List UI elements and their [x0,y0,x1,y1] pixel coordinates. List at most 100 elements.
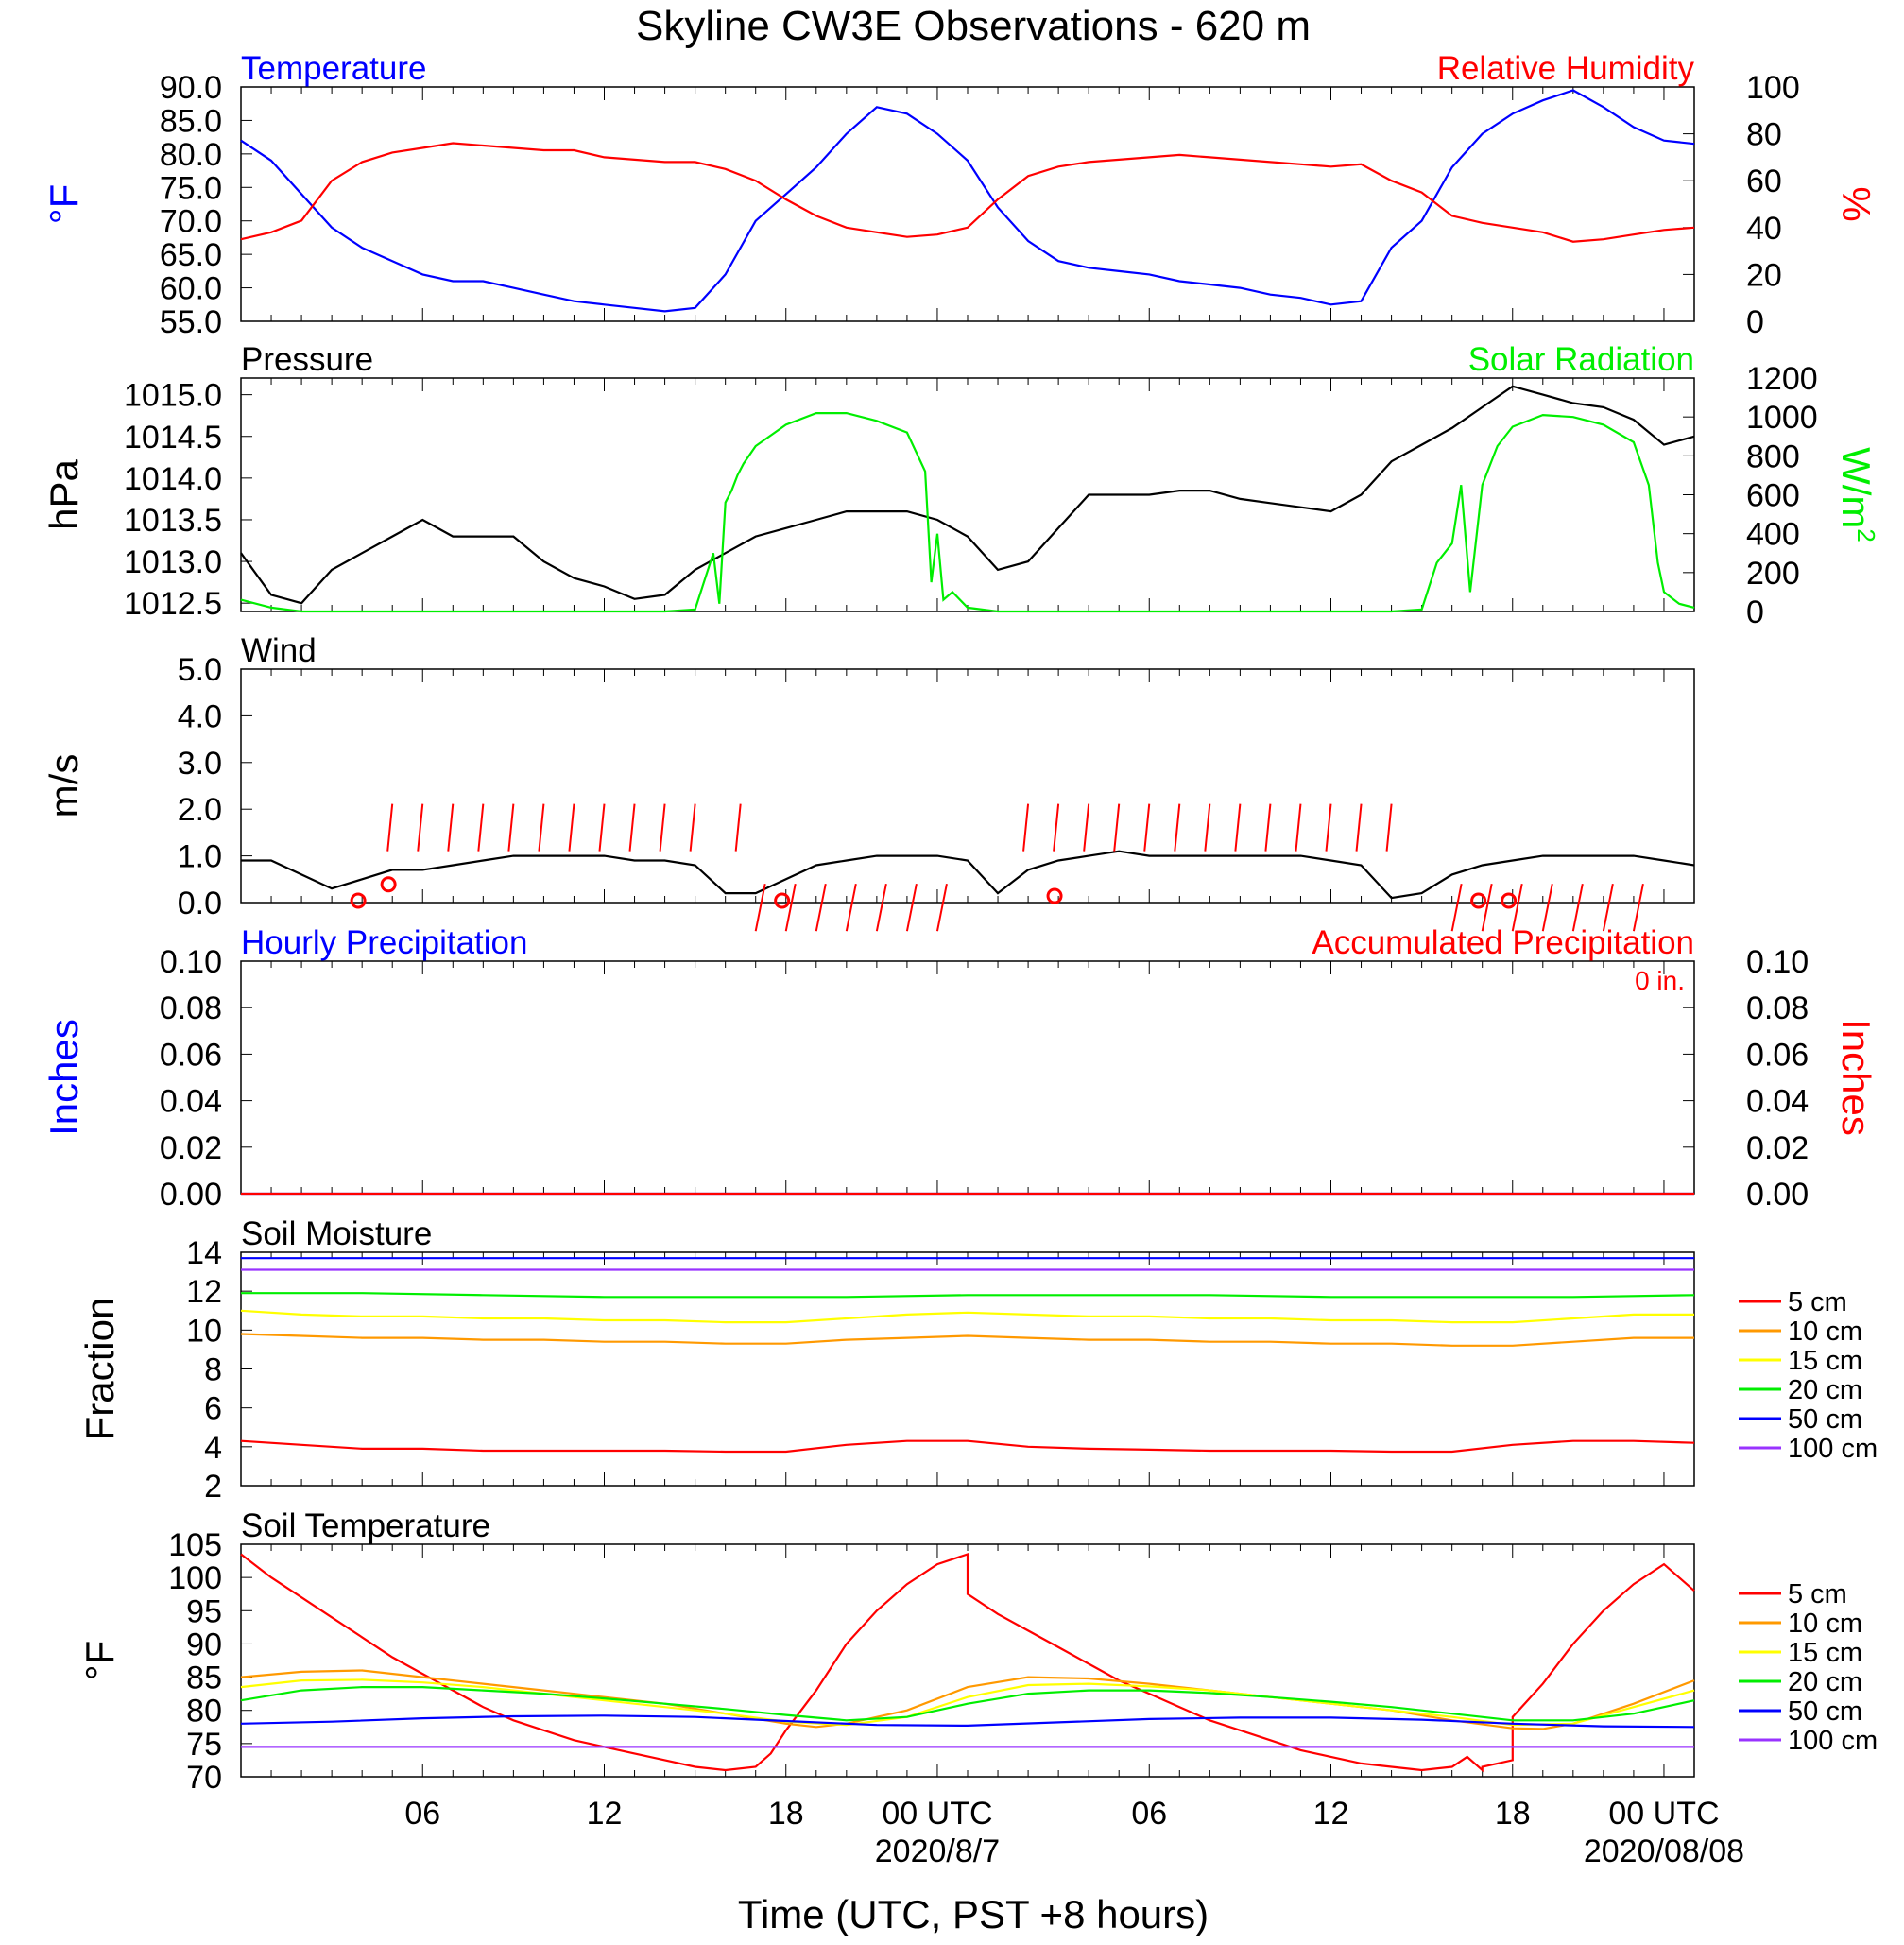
y-tick-label: 3.0 [178,746,222,782]
y-tick-label: 0.02 [160,1130,222,1166]
panel-title-left: Pressure [241,341,373,378]
y-tick-label: 95 [186,1593,222,1629]
calm-marker [350,892,367,909]
y-tick-label: 8 [204,1352,222,1388]
wind-barb [1602,884,1614,932]
y-tick-label-right: 600 [1746,478,1800,514]
y-tick-label-right: 1200 [1746,361,1818,397]
series-line [240,1439,1695,1454]
wind-barb [935,884,948,932]
y-tick-label: 55.0 [160,304,222,340]
y-tick-label: 85.0 [160,103,222,139]
series-line [241,1292,1695,1299]
x-tick-label: 00 UTC [1608,1796,1719,1832]
x-tick-label: 00 UTC [882,1796,992,1832]
plot-frame [240,86,1695,322]
y-axis-label-left: m/s [42,754,86,818]
y-tick-label-right: 0.02 [1746,1130,1809,1166]
x-tick-label: 18 [768,1796,804,1832]
wind-barb [1022,803,1030,852]
y-tick-label: 4.0 [178,698,222,734]
panel-4: 0.00 0.02 0.04 0.06 0.08 0.10 0.00 0.02 0.04 0.06… [42,924,1878,1213]
y-tick-label: 0.06 [160,1037,222,1073]
panel-title-right: Relative Humidity [1437,50,1695,87]
wind-barb [734,803,742,852]
y-tick-label-right: 0 [1746,594,1764,630]
y-tick-label: 105 [168,1527,222,1563]
wind-barb [507,803,515,852]
wind-barb [659,803,666,852]
y-tick-label: 1014.0 [124,461,222,497]
legend-label: 10 cm [1788,1609,1862,1639]
wind-barb [1632,884,1644,932]
legend-label: 5 cm [1788,1579,1847,1609]
y-tick-label-right: 20 [1746,257,1782,293]
wind-barb [1450,884,1463,932]
y-tick-label-right: 80 [1746,117,1782,153]
wind-barb [1264,803,1272,852]
y-tick-label: 90.0 [160,70,222,106]
wind-barb [1143,803,1151,852]
wind-barb [417,803,424,852]
panel-1: 55.060.065.070.075.080.085.090.0 0 20 40 60 8… [42,50,1878,340]
y-tick-label: 2.0 [178,792,222,828]
y-tick-label: 1013.5 [124,503,222,539]
y-tick-label-right: 40 [1746,211,1782,247]
panel-title-left: Soil Temperature [241,1507,490,1544]
y-tick-label: 0.08 [160,990,222,1026]
y-tick-label: 1015.0 [124,378,222,414]
y-tick-label-right: 0.00 [1746,1177,1809,1213]
wind-barb [598,803,606,852]
y-tick-label: 10 [186,1313,222,1349]
y-tick-label: 0.00 [160,1177,222,1213]
y-axis-label-superscript: 2 [1852,528,1880,542]
y-tick-label: 75.0 [160,170,222,206]
y-tick-label: 0.0 [178,886,222,921]
y-tick-label: 6 [204,1391,222,1427]
y-tick-label: 0.04 [160,1084,222,1120]
panel-title-left: Hourly Precipitation [241,924,527,961]
wind-barb [1385,803,1393,852]
wind-barb [1174,803,1181,852]
legend-label: 15 cm [1788,1638,1862,1668]
y-tick-label: 1.0 [178,839,222,875]
legend-label: 10 cm [1788,1317,1862,1347]
wind-barb [815,884,827,932]
wind-barb [1295,803,1302,852]
wind-barb [905,884,918,932]
y-tick-label: 70.0 [160,204,222,240]
y-axis-label-left: °F [77,1641,122,1680]
series-line [240,1552,1695,1773]
y-tick-label: 12 [186,1274,222,1310]
y-tick-label: 1014.5 [124,420,222,456]
x-tick-label: 18 [1495,1796,1531,1832]
panel-title-right: Accumulated Precipitation [1312,924,1694,961]
wind-barb [477,803,485,852]
y-tick-label: 5.0 [178,652,222,688]
chart-title: Skyline CW3E Observations - 620 m [636,3,1311,49]
series-line [240,1309,1694,1324]
annotation: 0 in. [1635,966,1685,995]
calm-marker [380,876,397,893]
y-tick-label-right: 0.04 [1746,1084,1809,1120]
y-tick-label-right: 800 [1746,439,1800,474]
legend-label: 15 cm [1788,1346,1862,1376]
wind-barb [628,803,636,852]
series-line [240,412,1695,613]
wind-barb [1113,803,1121,852]
wind-barb [1571,884,1584,932]
legend-label: 100 cm [1788,1726,1878,1756]
y-tick-label-right: 200 [1746,556,1800,592]
calm-marker [1501,892,1518,909]
wind-barb [1083,803,1090,852]
wind-barb [754,884,766,932]
y-axis-label-left: Fraction [77,1298,122,1441]
series-line [240,1685,1695,1722]
legend-label: 20 cm [1788,1375,1862,1405]
y-tick-label-right: 1000 [1746,400,1818,436]
y-tick-label: 85 [186,1661,222,1696]
y-tick-label: 80 [186,1694,222,1730]
wind-barb [1511,884,1523,932]
